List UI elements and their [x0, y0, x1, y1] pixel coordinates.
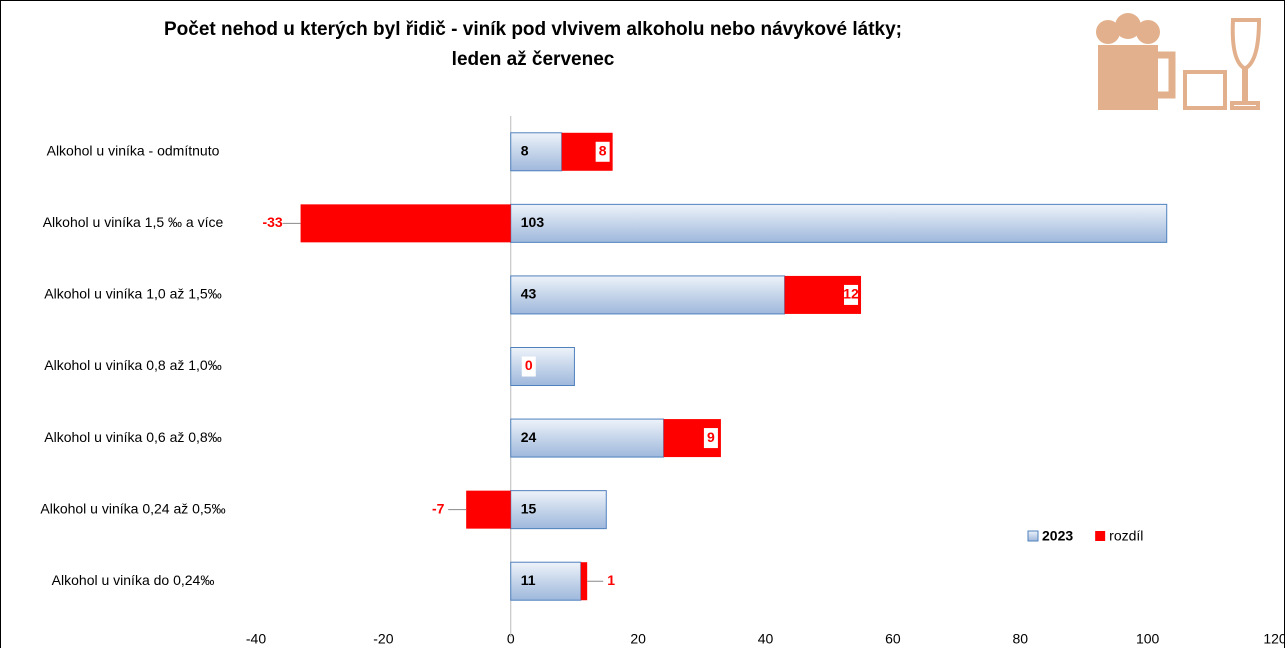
x-tick-label: 40 [758, 631, 774, 647]
data-label: 11 [521, 572, 536, 588]
x-tick-label: 120 [1263, 631, 1285, 647]
data-label: 0 [525, 357, 533, 373]
label-bg [844, 284, 859, 305]
chart-title: Počet nehod u kterých byl řidič - viník … [164, 19, 902, 40]
legend-label: rozdíl [1109, 528, 1143, 544]
y-tick-label: Alkohol u viníka 1,0 až 1,5‰ [44, 286, 221, 302]
bar [510, 275, 786, 315]
data-label: 8 [599, 142, 607, 158]
label-bg [431, 499, 446, 520]
data-label: 8 [521, 142, 529, 158]
y-tick-label: Alkohol u viníka do 0,24‰ [52, 572, 215, 588]
data-label: 103 [521, 214, 545, 230]
label-bg [703, 428, 718, 449]
label-bg [595, 141, 610, 162]
bar [510, 561, 582, 601]
bar [510, 418, 665, 458]
y-tick-label: Alkohol u viníka 1,5 ‰ a více [43, 214, 224, 230]
label-bg [604, 571, 619, 592]
legend-swatch [1095, 531, 1106, 541]
bar [510, 490, 607, 530]
legend-swatch [1027, 530, 1039, 542]
data-label: 12 [843, 286, 859, 302]
bar [510, 132, 563, 172]
data-label: -33 [262, 214, 282, 230]
bar [300, 204, 511, 243]
y-tick-label: Alkohol u viníka 0,8 až 1,0‰ [44, 357, 221, 373]
data-label: -7 [432, 500, 445, 516]
data-label: 43 [521, 286, 537, 302]
x-tick-label: 60 [885, 631, 901, 647]
data-label: 24 [521, 429, 537, 445]
bar [510, 347, 575, 386]
data-label: 9 [707, 429, 715, 445]
x-tick-label: -40 [246, 631, 266, 647]
drinks-icon [1096, 13, 1262, 110]
data-label: 15 [521, 500, 537, 516]
y-tick-label: Alkohol u viníka 0,24 až 0,5‰ [40, 500, 225, 516]
label-bg [265, 213, 280, 234]
data-label: 1 [607, 572, 615, 588]
bar [510, 203, 1168, 243]
y-tick-label: Alkohol u viníka - odmítnuto [47, 142, 220, 158]
bar [580, 562, 588, 601]
x-tick-label: -20 [373, 631, 393, 647]
x-tick-label: 100 [1136, 631, 1160, 647]
x-tick-label: 80 [1012, 631, 1028, 647]
x-tick-label: 20 [630, 631, 646, 647]
bar [466, 490, 511, 529]
label-bg [521, 356, 536, 377]
chart-title: leden až červenec [452, 49, 615, 70]
legend-label: 2023 [1042, 528, 1073, 544]
y-tick-label: Alkohol u viníka 0,6 až 0,8‰ [44, 429, 221, 445]
x-tick-label: 0 [507, 631, 515, 647]
